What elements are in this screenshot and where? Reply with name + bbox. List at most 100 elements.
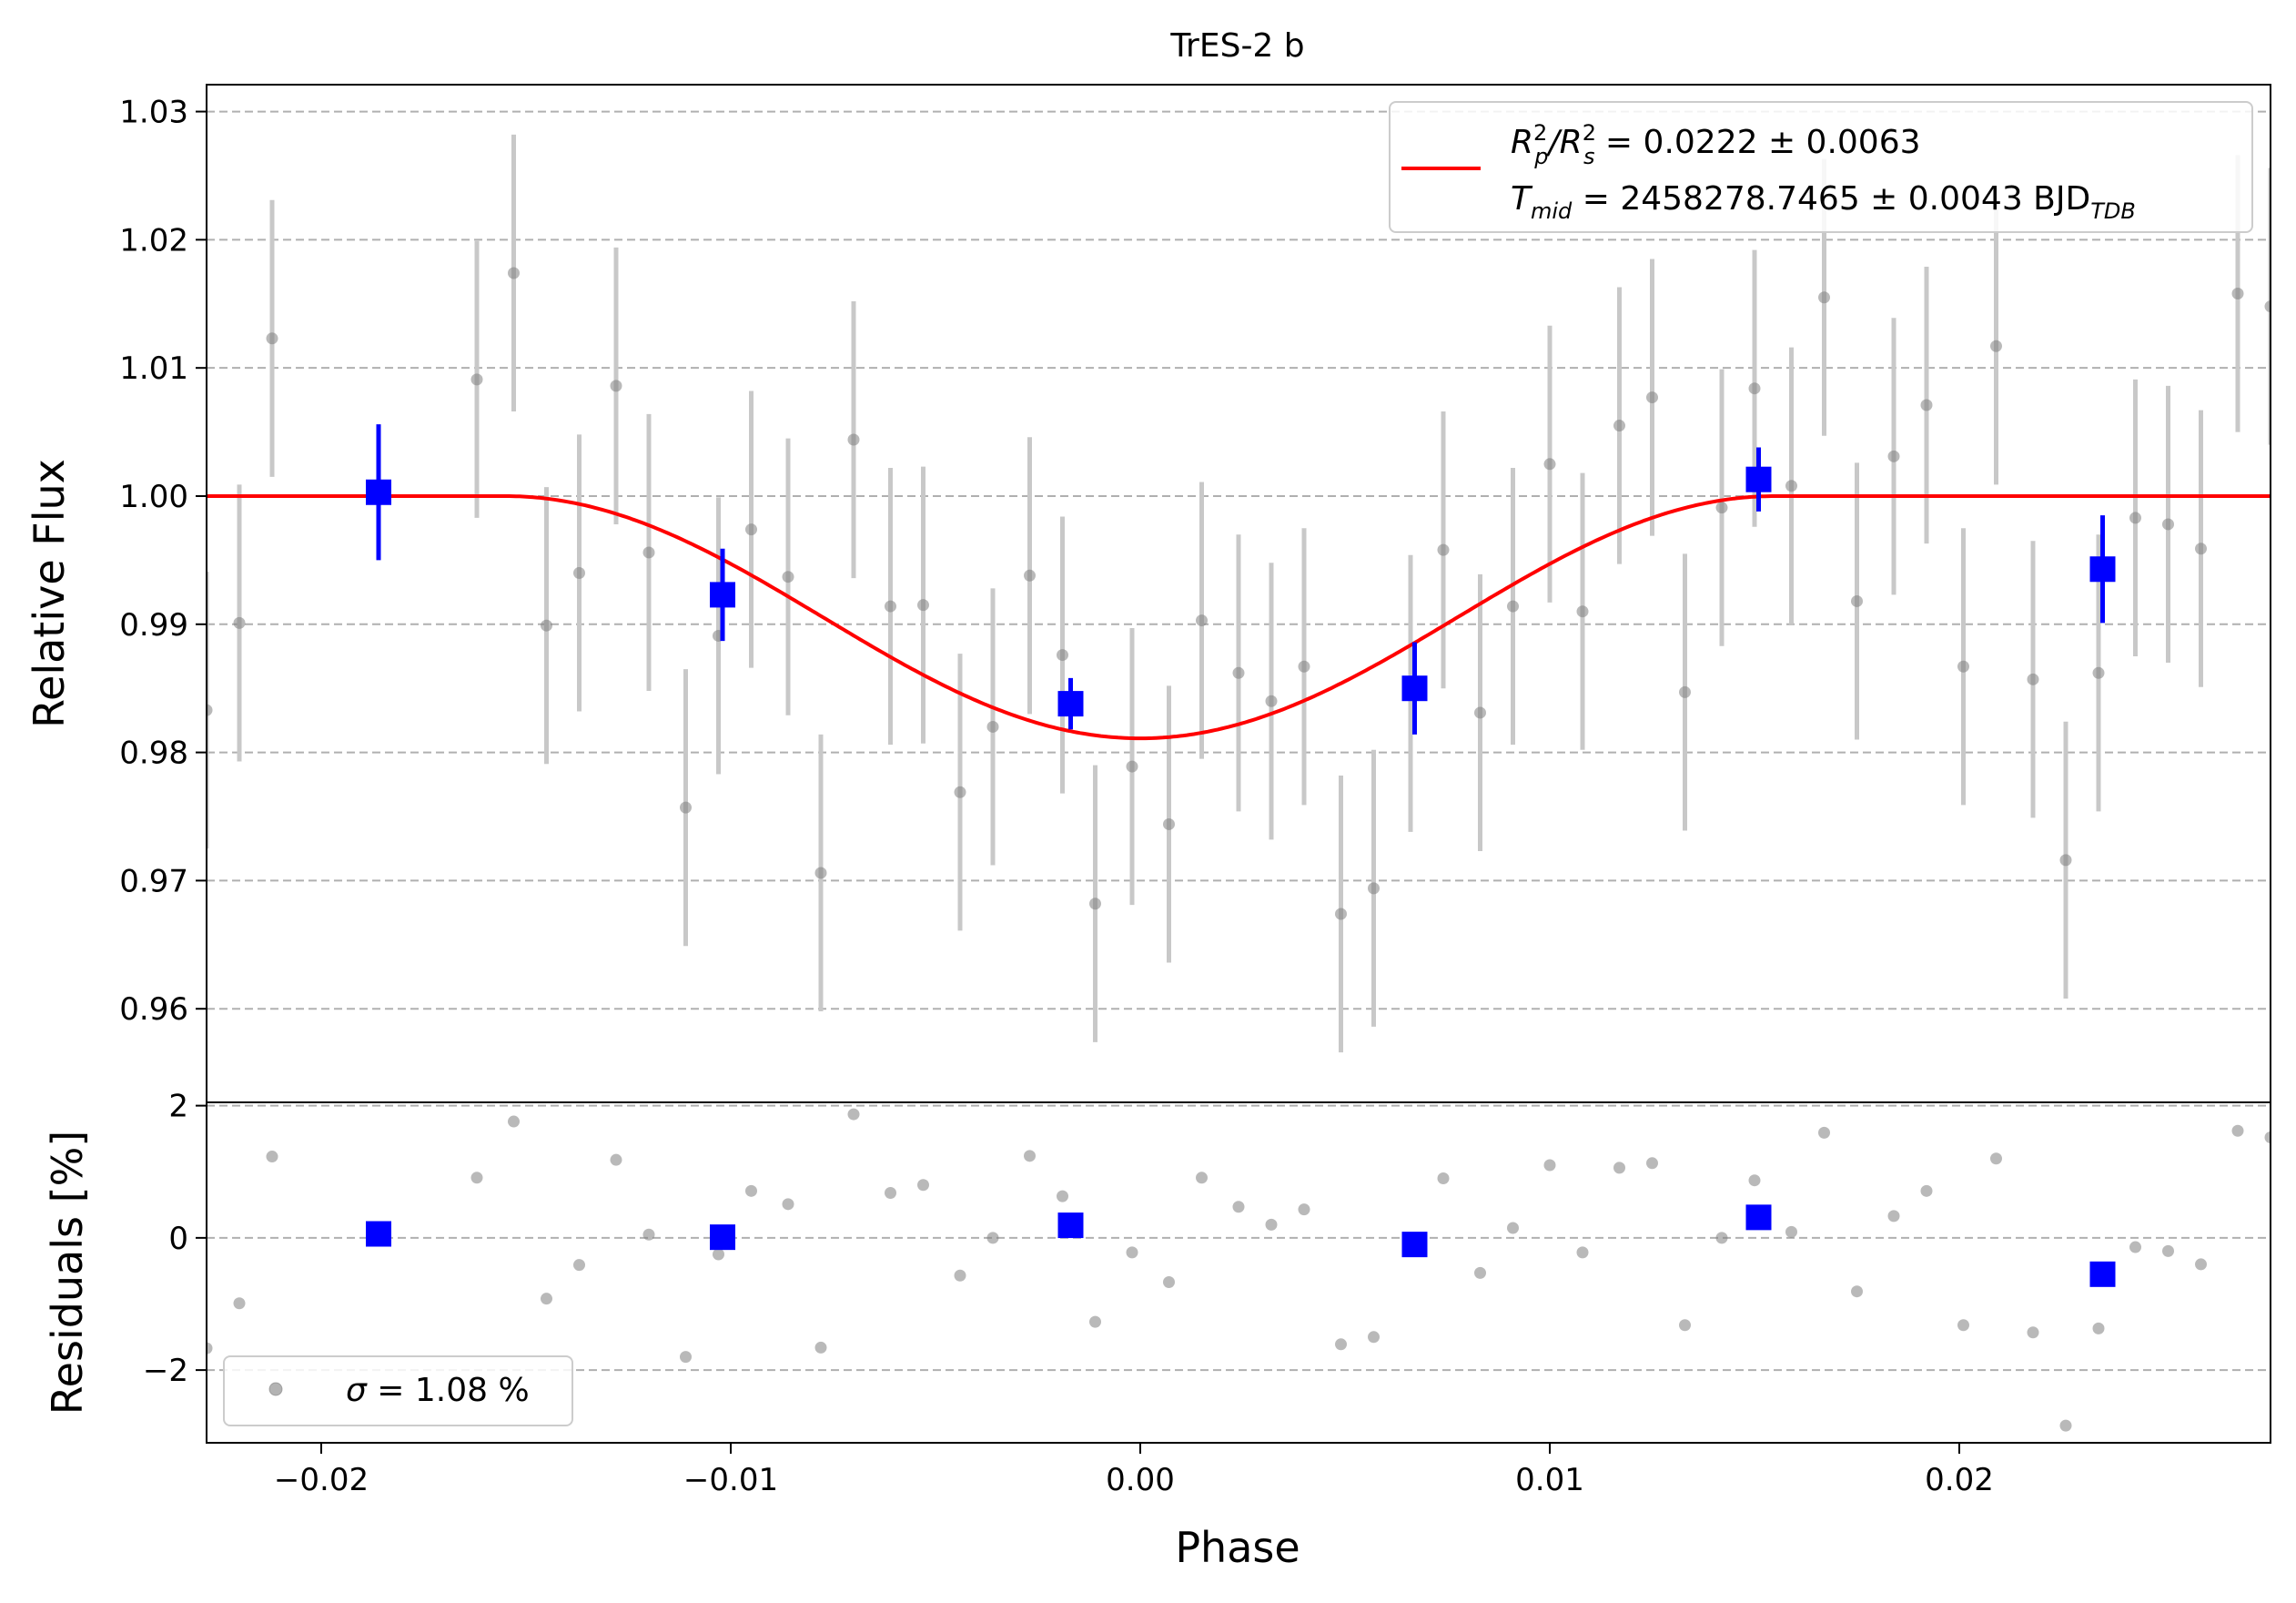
raw-flux-point (2129, 512, 2141, 524)
raw-residual-point (1785, 1225, 1797, 1238)
binned-flux-points (366, 424, 2116, 735)
raw-flux-point (207, 704, 213, 716)
binned-flux-point (710, 582, 735, 608)
raw-flux-point (2059, 854, 2072, 867)
legend-tmid-entry: Tmid = 2458278.7465 ± 0.0043 BJDTDB (1511, 180, 2136, 224)
raw-residual-point (1057, 1190, 1068, 1202)
raw-residual-point (573, 1259, 585, 1272)
bottom-y-tick-label: −2 (143, 1353, 188, 1389)
x-tick-label: 0.01 (1515, 1462, 1584, 1498)
raw-flux-point (610, 380, 622, 392)
tmid-sub: mid (1531, 198, 1573, 224)
raw-flux-point (2027, 673, 2039, 685)
raw-flux-point (1851, 594, 1863, 607)
raw-flux-point (1957, 660, 1969, 673)
raw-flux-point (541, 619, 552, 632)
top-y-tick-label: 0.99 (119, 607, 188, 644)
binned-flux-point (366, 479, 391, 505)
raw-residual-point (2195, 1258, 2207, 1271)
rs-sub: s (1583, 144, 1595, 169)
raw-residual-point (1576, 1246, 1589, 1259)
raw-flux-point (1474, 706, 1486, 719)
bottom-panel-frame (206, 1101, 2271, 1444)
raw-residual-point (1887, 1210, 1900, 1223)
raw-residual-points (207, 1108, 2271, 1432)
legend-sigma-entry: σ = 1.08 % (346, 1372, 530, 1409)
chart-title: TrES-2 b (1169, 27, 1304, 65)
raw-residual-point (610, 1153, 622, 1166)
raw-flux-point (2195, 543, 2207, 555)
top-y-tick-label: 1.01 (119, 350, 188, 387)
raw-flux-point (573, 566, 585, 579)
binned-flux-point (2089, 556, 2116, 583)
raw-residual-point (1089, 1315, 1101, 1328)
raw-residual-point (2129, 1241, 2141, 1253)
binned-residual-point (1057, 1212, 1084, 1239)
raw-residual-point (1748, 1174, 1761, 1187)
raw-flux-point (642, 546, 655, 559)
binned-flux-point (1057, 691, 1084, 717)
raw-flux-point (782, 571, 794, 583)
top-y-tick-label: 1.00 (119, 479, 188, 515)
raw-residual-point (1126, 1246, 1138, 1259)
top-panel: 0.96 0.97 0.98 0.99 1.00 1.01 1.02 1.03 Relativ… (25, 84, 2271, 1103)
top-y-tick-label: 0.98 (119, 736, 188, 772)
raw-residual-point (1613, 1162, 1625, 1174)
raw-flux-point (847, 433, 860, 446)
binned-residual-point (1401, 1232, 1428, 1258)
raw-residual-point (2264, 1131, 2271, 1143)
top-legend-box (1389, 101, 2253, 233)
raw-residual-point (1474, 1266, 1486, 1279)
raw-residual-point (1507, 1222, 1519, 1234)
raw-flux-point (1887, 450, 1900, 462)
raw-flux-point (885, 600, 896, 613)
binned-flux-point (1401, 675, 1428, 702)
raw-flux-point (1715, 502, 1728, 514)
rp-sup: 2 (1533, 120, 1547, 146)
raw-residual-point (266, 1151, 278, 1163)
binned-residual-point (710, 1224, 735, 1251)
bottom-panel: −2 0 2 Residuals [%] σ = 1.08 % (43, 1089, 2271, 1444)
raw-flux-point (745, 523, 757, 536)
raw-residual-point (1990, 1152, 2002, 1165)
raw-flux-point (1163, 817, 1175, 830)
top-y-tick-label: 0.97 (119, 863, 188, 899)
binned-residual-point (366, 1221, 391, 1247)
raw-flux-point (1368, 882, 1380, 895)
raw-residual-point (1335, 1338, 1347, 1351)
binned-residual-points (366, 1204, 2116, 1287)
raw-flux-point (1748, 382, 1761, 395)
raw-residual-point (917, 1179, 929, 1192)
rp-symbol: R (1511, 124, 1533, 161)
raw-flux-point (1507, 600, 1519, 613)
raw-residual-point (1368, 1331, 1380, 1344)
raw-flux-point (1543, 458, 1556, 471)
top-y-tick-label: 1.02 (119, 222, 188, 259)
raw-residual-point (2162, 1244, 2174, 1257)
raw-residual-point (1679, 1319, 1691, 1332)
rp-sub: p (1533, 144, 1548, 169)
raw-residual-point (1265, 1218, 1278, 1231)
raw-flux-points (207, 134, 2271, 1053)
top-y-ticks: 0.96 0.97 0.98 0.99 1.00 1.01 1.02 1.03 (119, 95, 207, 1028)
binned-flux-point (1745, 466, 1772, 492)
bottom-y-tick-label: 2 (168, 1089, 188, 1125)
raw-flux-point (233, 616, 246, 629)
raw-residual-point (508, 1115, 520, 1128)
raw-residual-point (470, 1172, 483, 1184)
raw-flux-point (1576, 605, 1589, 618)
raw-flux-point (814, 867, 827, 879)
x-tick-label: −0.01 (683, 1462, 778, 1498)
raw-residual-point (541, 1293, 552, 1305)
raw-residual-point (1646, 1157, 1658, 1170)
raw-residual-point (745, 1184, 757, 1197)
raw-residual-point (986, 1232, 999, 1244)
raw-residual-point (1298, 1203, 1310, 1216)
raw-flux-point (1335, 908, 1347, 920)
top-y-tick-label: 0.96 (119, 991, 188, 1028)
tmid-value: = 2458278.7465 ± 0.0043 BJD (1572, 180, 2090, 218)
top-y-tick-label: 1.03 (119, 95, 188, 131)
raw-flux-point (2264, 300, 2271, 313)
bottom-legend-box (223, 1355, 573, 1426)
raw-residual-point (1196, 1172, 1208, 1184)
